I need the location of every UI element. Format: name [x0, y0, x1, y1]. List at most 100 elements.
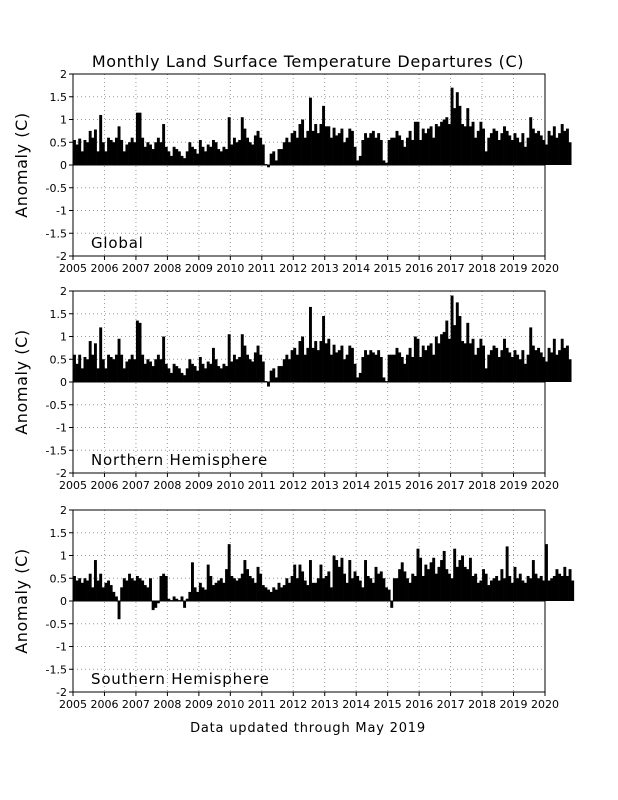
anomaly-bar	[421, 345, 425, 382]
anomaly-bar	[319, 341, 323, 382]
y-tick-label: -0.5	[46, 182, 67, 195]
x-tick-label: 2008	[153, 262, 181, 275]
y-tick-label: 0.5	[50, 353, 68, 366]
anomaly-bar	[86, 142, 90, 165]
anomaly-bar	[196, 153, 200, 166]
anomaly-bar	[353, 571, 357, 601]
anomaly-bar	[104, 151, 108, 165]
anomaly-bar	[382, 160, 386, 165]
anomaly-bar	[149, 361, 152, 382]
anomaly-bar	[337, 566, 341, 602]
anomaly-bar	[489, 580, 493, 601]
anomaly-bar	[83, 139, 87, 165]
anomaly-bar	[191, 363, 194, 382]
anomaly-bar	[93, 129, 97, 165]
anomaly-bar	[211, 139, 215, 165]
anomaly-bar	[474, 137, 478, 165]
anomaly-bar	[204, 589, 208, 602]
anomaly-bar	[238, 578, 242, 601]
anomaly-bar	[180, 372, 184, 382]
anomaly-bar	[282, 359, 286, 382]
anomaly-bar	[345, 354, 349, 382]
anomaly-bar	[104, 582, 108, 601]
anomaly-bar	[83, 356, 87, 382]
anomaly-bar	[513, 350, 517, 382]
anomaly-bar	[183, 375, 187, 382]
anomaly-bar	[545, 361, 548, 382]
anomaly-bar	[96, 580, 100, 601]
anomaly-bar	[295, 354, 299, 382]
anomaly-bar	[497, 580, 501, 601]
anomaly-bar	[398, 135, 402, 165]
anomaly-bar	[513, 566, 517, 602]
anomaly-bar	[510, 582, 514, 601]
anomaly-bar	[539, 352, 543, 382]
anomaly-bar	[419, 557, 423, 601]
anomaly-bar	[183, 158, 187, 165]
anomaly-bar	[162, 573, 166, 601]
anomaly-bar	[447, 124, 451, 165]
anomaly-bar	[120, 354, 124, 382]
anomaly-bar	[128, 359, 131, 382]
anomaly-bar	[211, 585, 215, 601]
anomaly-bar	[366, 575, 370, 601]
anomaly-bar	[447, 573, 451, 601]
anomaly-bar	[280, 587, 284, 601]
anomaly-bar	[261, 361, 265, 382]
anomaly-bar	[225, 366, 229, 382]
anomaly-bar	[324, 575, 328, 601]
anomaly-bar	[114, 354, 118, 382]
anomaly-bar	[542, 139, 546, 165]
anomaly-bar	[303, 354, 307, 382]
anomaly-bar	[88, 130, 92, 166]
anomaly-bar	[458, 560, 462, 601]
anomaly-bar	[479, 338, 483, 382]
anomaly-bar	[188, 359, 192, 382]
anomaly-bar	[476, 347, 480, 383]
anomaly-bar	[345, 582, 349, 601]
anomaly-bar	[88, 573, 92, 601]
x-tick-label: 2017	[437, 479, 465, 492]
y-axis-label: Anomaly (C)	[12, 329, 31, 435]
anomaly-bar	[322, 578, 326, 601]
anomaly-bar	[246, 137, 249, 165]
anomaly-bar	[277, 582, 281, 601]
anomaly-bar	[516, 578, 520, 601]
anomaly-bar	[500, 569, 504, 601]
anomaly-bar	[500, 350, 504, 382]
anomaly-bar	[539, 135, 543, 165]
anomaly-bar	[243, 345, 247, 382]
anomaly-bar	[348, 128, 352, 165]
anomaly-bar	[508, 575, 512, 601]
anomaly-bar	[550, 135, 554, 165]
anomaly-bar	[466, 569, 470, 601]
y-tick-label: -2	[56, 467, 67, 480]
anomaly-bar	[290, 350, 294, 382]
x-tick-label: 2018	[468, 698, 496, 711]
anomaly-bar	[298, 124, 302, 165]
anomaly-bar	[447, 338, 451, 382]
anomaly-bar	[78, 354, 82, 382]
anomaly-bar	[143, 585, 147, 601]
anomaly-bar	[143, 146, 147, 165]
anomaly-bar	[99, 114, 103, 165]
anomaly-bar	[419, 139, 423, 165]
anomaly-bar	[295, 137, 299, 165]
anomaly-bar	[267, 589, 270, 602]
anomaly-bar	[183, 601, 187, 608]
anomaly-bar	[568, 569, 572, 601]
anomaly-bar	[80, 368, 84, 382]
y-axis-label: Anomaly (C)	[12, 548, 31, 654]
anomaly-bar	[329, 137, 333, 165]
anomaly-bar	[364, 350, 367, 382]
anomaly-bar	[413, 336, 417, 382]
anomaly-bar	[295, 578, 299, 601]
anomaly-bar	[413, 121, 417, 165]
anomaly-bar	[73, 139, 76, 165]
anomaly-bar	[196, 370, 200, 383]
anomaly-bar	[248, 359, 252, 382]
anomaly-bar	[348, 345, 352, 382]
anomaly-bar	[518, 573, 522, 601]
anomaly-bar	[555, 354, 559, 382]
